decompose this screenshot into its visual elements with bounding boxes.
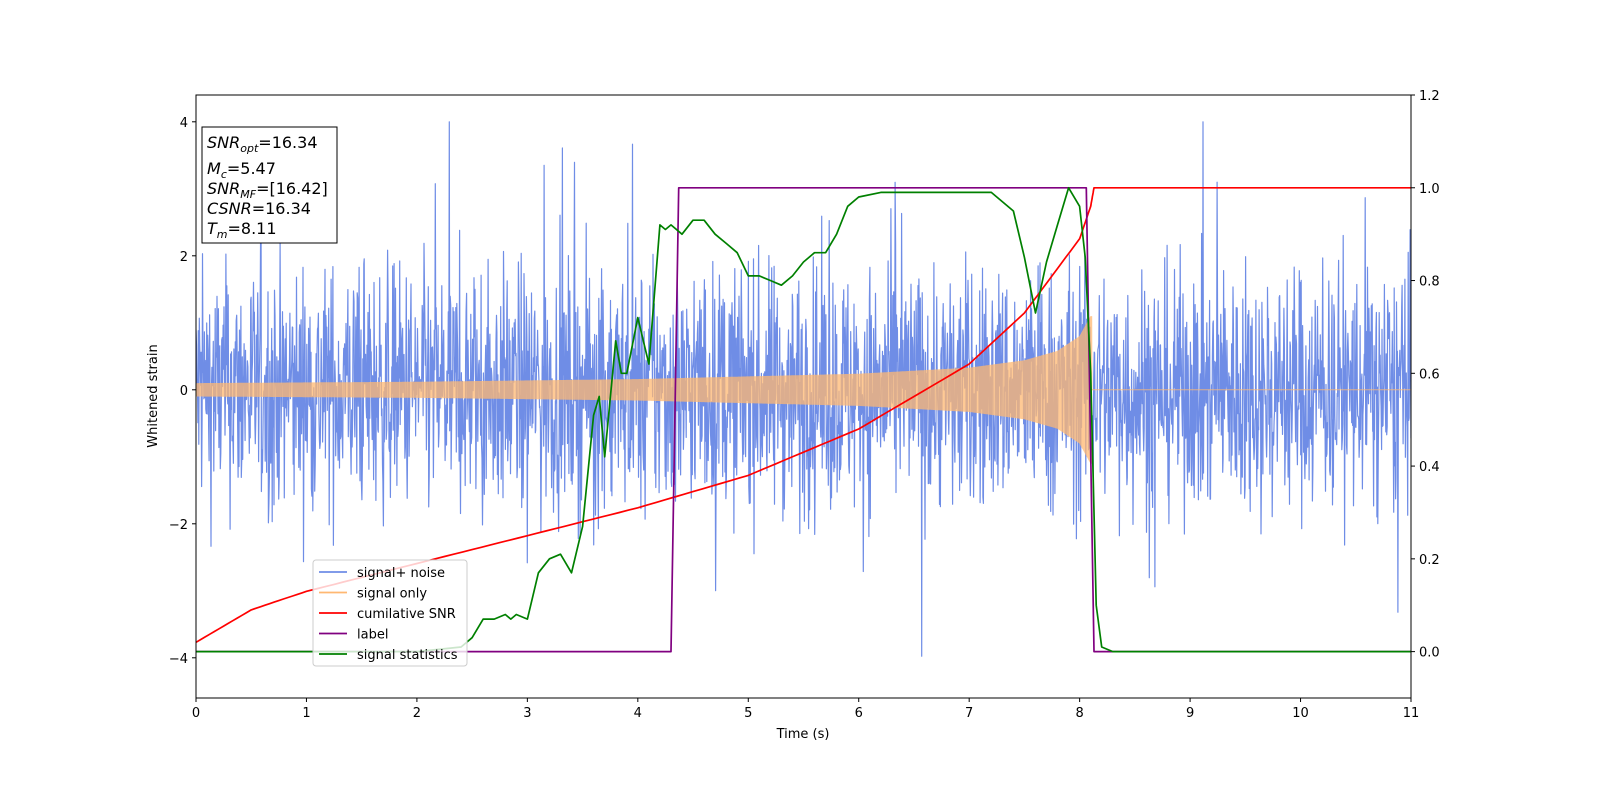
legend-item: label [319,628,388,643]
y-left-tick-label: 2 [180,250,188,265]
info-mc: Mc=5.47 [207,159,276,181]
y-right-tick-label: 1.0 [1419,182,1440,197]
x-tick-label: 3 [523,706,531,721]
y-left-tick-label: −2 [169,518,188,533]
x-tick-label: 0 [192,706,200,721]
x-tick-label: 10 [1292,706,1309,721]
legend-item: signal+ noise [319,566,445,581]
info-box: SNRopt=16.34 Mc=5.47 SNRMF=[16.42] CSNR=… [201,126,338,244]
y-right-tick-label: 0.0 [1419,646,1440,661]
x-tick-label: 7 [965,706,973,721]
y-axis-label: Whitened strain [146,344,161,447]
x-tick-label: 9 [1186,706,1194,721]
legend-item: cumilative SNR [319,607,456,622]
legend-item: signal statistics [319,648,458,663]
y-right-tick-label: 0.8 [1419,275,1440,290]
y-right-tick-label: 0.6 [1419,367,1440,382]
series-signal-only [196,316,1411,464]
legend-label: signal+ noise [357,566,445,581]
x-tick-label: 1 [302,706,310,721]
info-snr-opt: SNRopt=16.34 [207,133,318,155]
plot-frame [195,94,1412,699]
y-left-tick-label: 0 [180,384,188,399]
legend-label: label [357,628,388,643]
x-tick-label: 8 [1075,706,1083,721]
info-box-frame [201,126,338,244]
y-right-tick-label: 1.2 [1419,89,1440,104]
info-snr-mf: SNRMF=[16.42] [207,179,328,201]
info-tm: Tm=8.11 [207,219,277,241]
axes: 0 1 2 3 4 5 6 7 8 9 10 11 −4 −2 0 2 4 0.0 0.2 0.4 0.6 0.8 1.0 1… [169,89,1440,721]
legend-item: signal only [319,587,427,602]
legend-label: cumilative SNR [357,607,456,622]
x-axis-label: Time (s) [776,727,830,742]
y-left-tick-label: −4 [169,652,188,667]
x-tick-label: 4 [634,706,642,721]
legend-frame [312,559,468,667]
x-tick-label: 6 [855,706,863,721]
x-tick-label: 5 [744,706,752,721]
x-tick-label: 2 [413,706,421,721]
legend: signal+ noise signal only cumilative SNR la… [312,559,468,667]
info-csnr: CSNR=16.34 [207,199,311,218]
legend-label: signal only [357,587,427,602]
series-signal-statistics [196,186,1411,653]
y-right-tick-label: 0.2 [1419,553,1440,568]
x-tick-label: 11 [1403,706,1420,721]
y-left-tick-label: 4 [180,116,188,131]
legend-label: signal statistics [357,648,458,663]
y-right-tick-label: 0.4 [1419,460,1440,475]
